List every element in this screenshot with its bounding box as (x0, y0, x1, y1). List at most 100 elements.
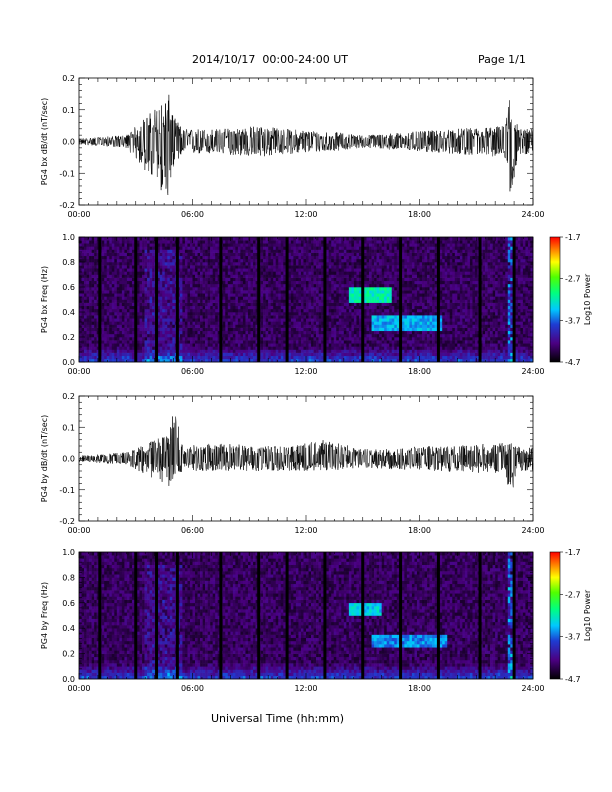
spectrogram-cell (306, 349, 309, 353)
spectrogram-cell (182, 308, 186, 313)
spectrogram-cell (253, 262, 256, 266)
spectrogram-cell (331, 349, 335, 353)
spectrogram-cell (91, 330, 95, 335)
spectrogram-cell (364, 337, 367, 341)
spectrogram-cell (147, 258, 150, 263)
spectrogram-cell (217, 293, 221, 297)
spectrogram-cell (336, 246, 340, 250)
spectrogram-cell (311, 293, 314, 297)
spectrogram-cell (273, 296, 277, 300)
spectrogram-cell (164, 340, 168, 344)
spectrogram-cell (139, 296, 143, 300)
spectrogram-cell (336, 315, 340, 319)
spectrogram-cell (300, 308, 304, 313)
spectrogram-cell (263, 333, 266, 338)
spectrogram-cell (157, 283, 161, 288)
spectrogram-cell (364, 274, 367, 278)
spectrogram-cell (353, 240, 357, 244)
spectrogram-cell (278, 349, 282, 353)
spectrogram-cell (227, 330, 231, 335)
spectrogram-cell (346, 330, 350, 335)
spectrogram-cell (240, 305, 244, 310)
spectrogram-cell (106, 274, 110, 278)
spectrogram-cell (328, 296, 332, 300)
spectrogram-cell (202, 327, 206, 332)
spectrogram-cell (101, 271, 105, 275)
spectrogram-cell (121, 255, 125, 260)
spectrogram-cell (280, 305, 284, 310)
spectrogram-cell (212, 312, 216, 316)
spectrogram-cell (215, 330, 219, 335)
spectrogram-cell (124, 343, 128, 347)
spectrogram-cell (124, 321, 128, 325)
spectrogram-cell (169, 333, 173, 338)
spectrogram-cell (222, 330, 226, 335)
spectrogram-cell (121, 262, 125, 266)
spectrogram-cell (149, 252, 153, 257)
spectrogram-cell (270, 243, 274, 247)
spectrogram-cell (86, 293, 90, 297)
spectrogram-cell (139, 258, 143, 263)
spectrogram-cell (86, 290, 90, 294)
spectrogram-cell (147, 240, 150, 244)
spectrogram-cell (79, 255, 82, 260)
spectrogram-cell (192, 255, 196, 260)
spectrogram-cell (358, 296, 362, 300)
spectrogram-cell (369, 312, 372, 316)
spectrogram-cell (189, 296, 193, 300)
spectrogram-cell (306, 330, 309, 335)
spectrogram-cell (346, 337, 350, 341)
spectrogram-cell (167, 318, 171, 322)
spectrogram-cell (167, 333, 171, 338)
spectrogram-cell (303, 312, 307, 316)
spectrogram-cell (147, 305, 150, 310)
spectrogram-cell (250, 274, 254, 278)
spectrogram-cell (225, 299, 229, 303)
spectrogram-cell (124, 262, 128, 266)
spectrogram-cell (326, 299, 329, 303)
spectrogram-cell (184, 249, 188, 253)
spectrogram-cell (79, 268, 82, 272)
spectrogram-cell (356, 271, 360, 275)
spectrogram-cell (255, 337, 259, 341)
spectrogram-cell (333, 312, 337, 316)
spectrogram-cell (119, 321, 123, 325)
spectrogram-cell (283, 299, 287, 303)
spectrogram-cell (192, 246, 196, 250)
spectrogram-cell (137, 255, 140, 260)
spectrogram-cell (265, 312, 269, 316)
spectrogram-cell (369, 258, 372, 263)
spectrogram-cell (159, 349, 163, 353)
spectrogram-cell (205, 262, 208, 266)
spectrogram-cell (111, 277, 115, 282)
spectrogram-cell (351, 274, 355, 278)
spectrogram-cell (189, 349, 193, 353)
spectrogram-cell (81, 274, 85, 278)
spectrogram-cell (273, 271, 277, 275)
spectrogram-cell (288, 327, 292, 332)
spectrogram-cell (260, 346, 264, 350)
spectrogram-cell (280, 330, 284, 335)
spectrogram-cell (116, 258, 120, 263)
spectrogram-cell (192, 287, 196, 291)
spectrogram-cell (81, 305, 85, 310)
spectrogram-cell (200, 246, 203, 250)
spectrogram-cell (197, 268, 201, 272)
spectrogram-cell (311, 243, 314, 247)
spectrogram-cell (353, 355, 357, 360)
spectrogram-cell (356, 333, 360, 338)
spectrogram-cell (106, 308, 110, 313)
spectrogram-cell (152, 265, 155, 269)
spectrogram-cell (207, 255, 211, 260)
spectrogram-cell (119, 358, 123, 363)
spectrogram-cell (195, 237, 198, 241)
spectrogram-cell (129, 349, 133, 353)
spectrogram-cell (230, 355, 234, 360)
spectrogram-cell (308, 324, 312, 328)
spectrogram-cell (131, 277, 135, 282)
spectrogram-cell (348, 321, 352, 325)
spectrogram-cell (106, 262, 110, 266)
spectrogram-cell (169, 280, 173, 285)
spectrogram-cell (109, 293, 113, 297)
spectrogram-cell (189, 243, 193, 247)
